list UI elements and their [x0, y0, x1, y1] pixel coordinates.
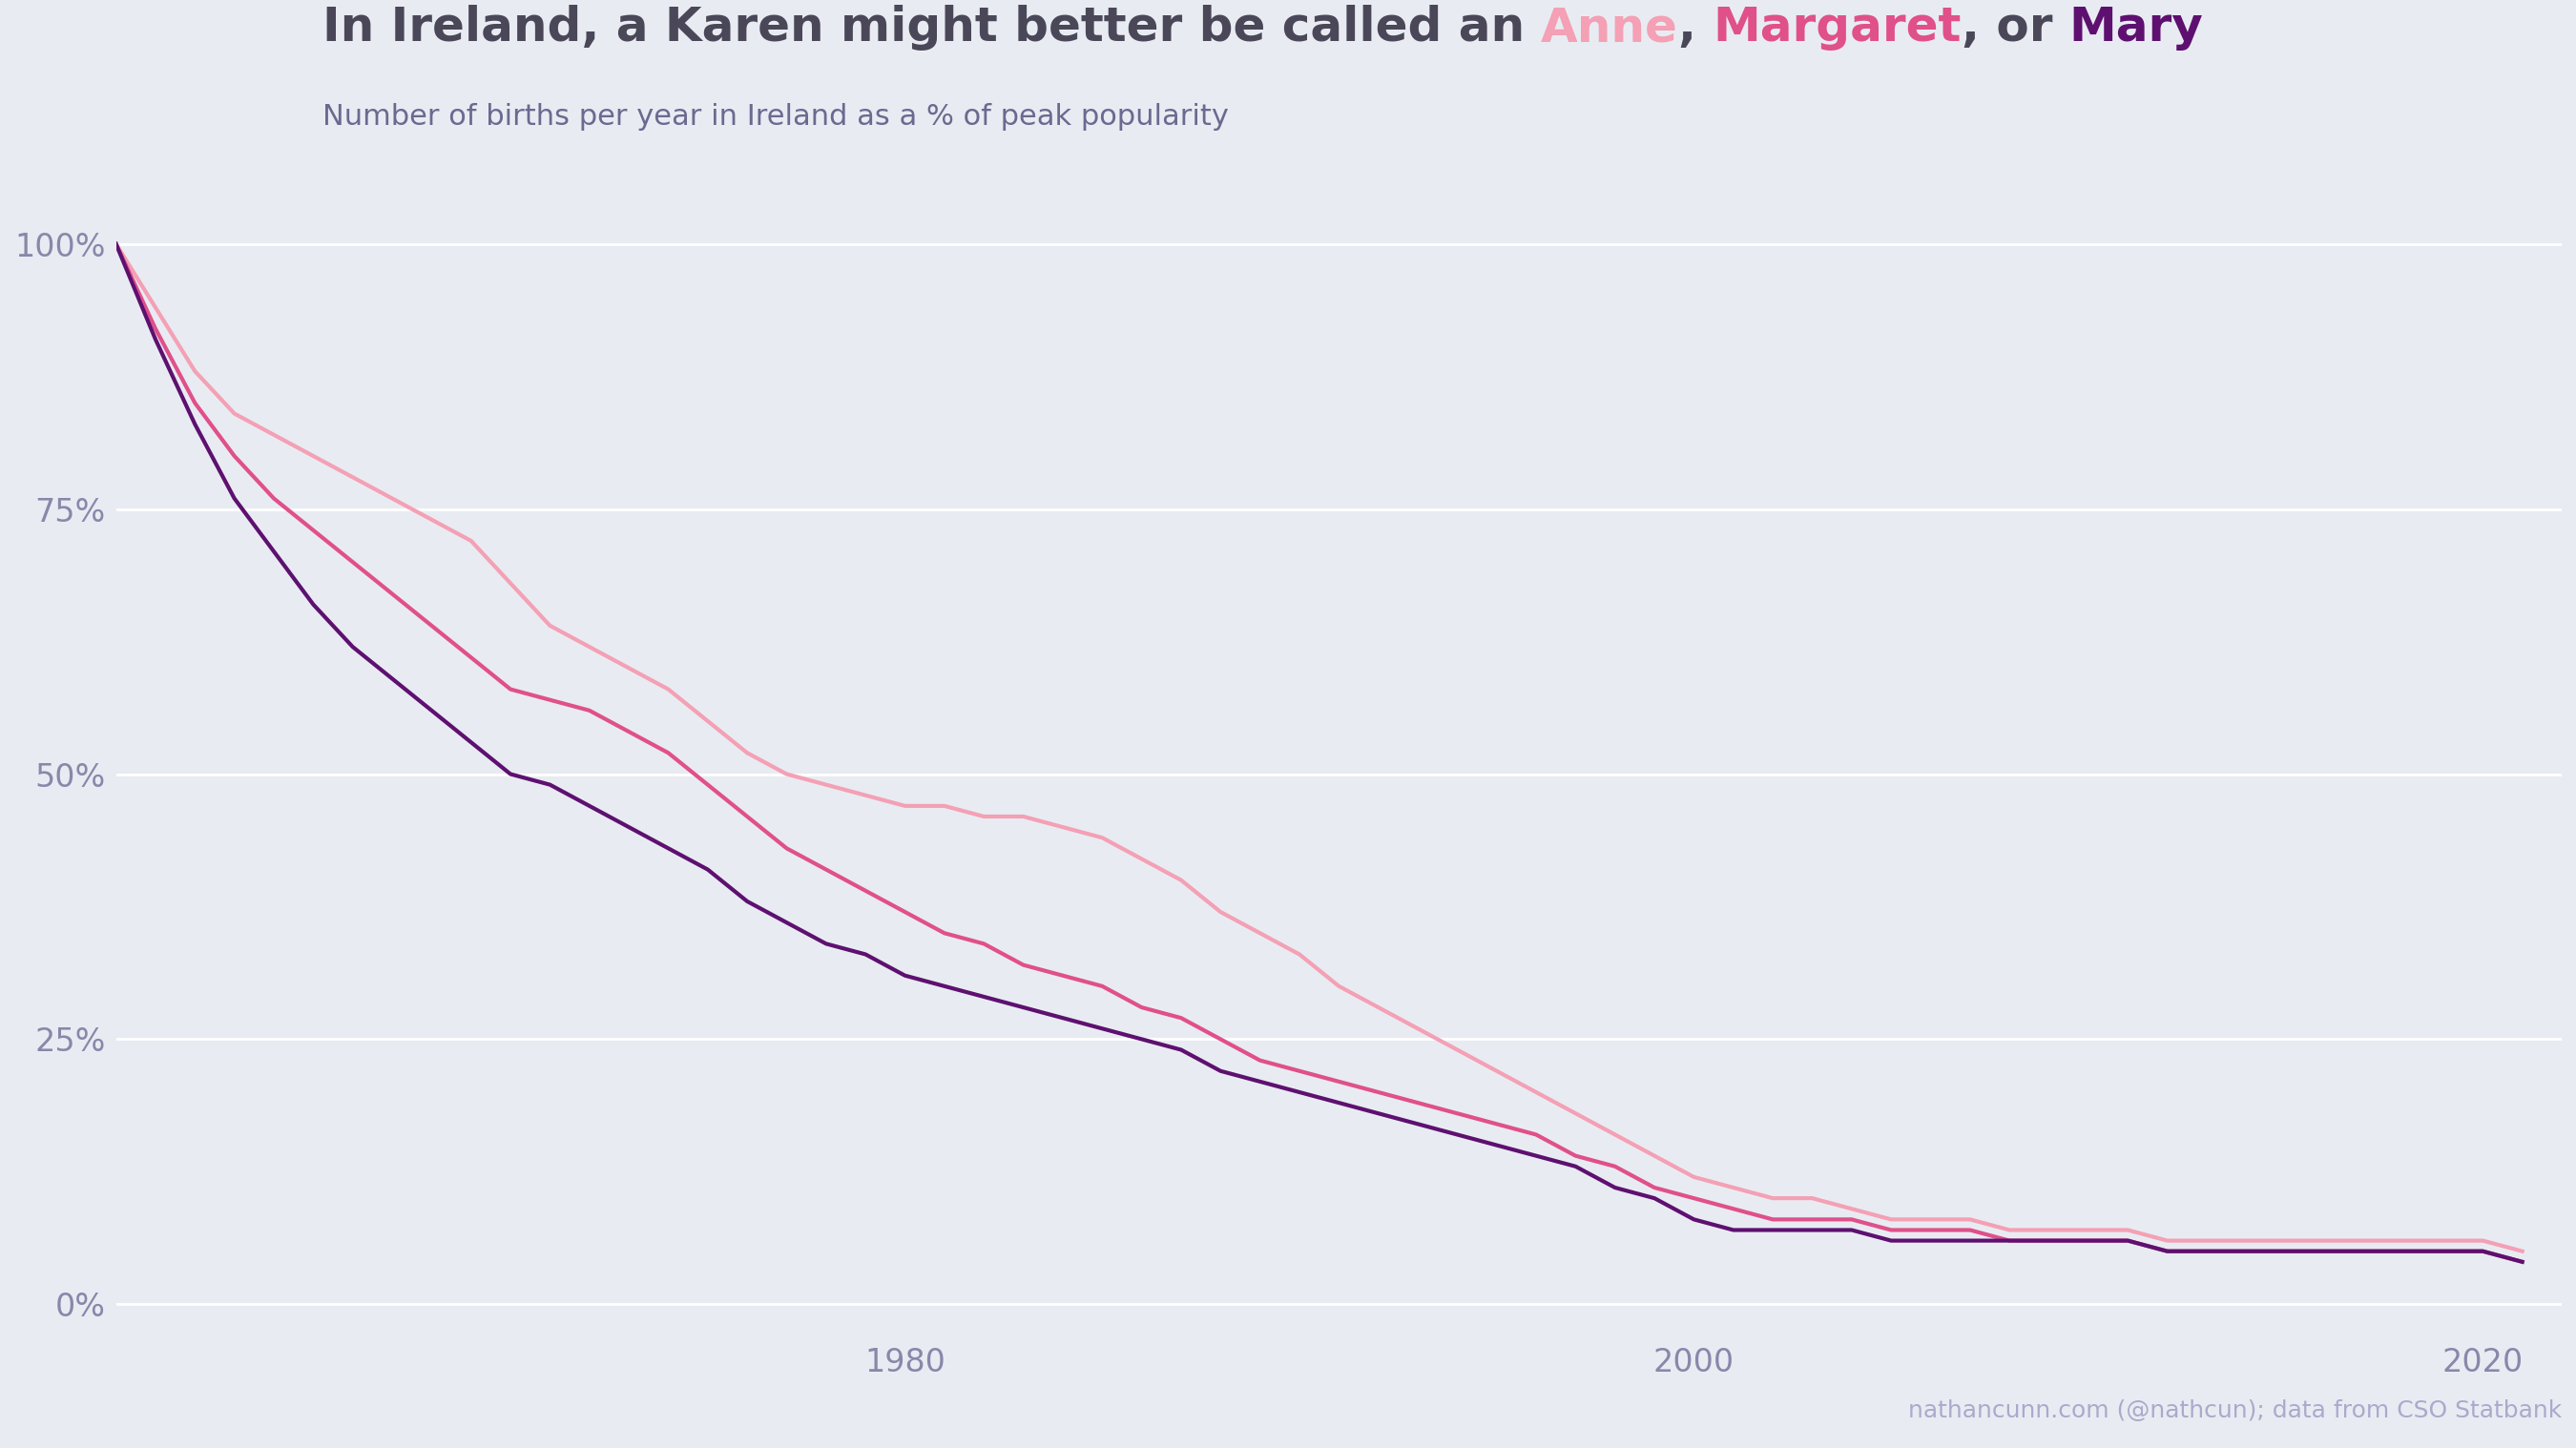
Text: Number of births per year in Ireland as a % of peak popularity: Number of births per year in Ireland as … — [322, 103, 1229, 130]
Text: , or: , or — [1960, 4, 2069, 51]
Text: Anne: Anne — [1540, 4, 1677, 51]
Text: nathancunn.com (@nathcun); data from CSO Statbank: nathancunn.com (@nathcun); data from CSO… — [1909, 1400, 2561, 1422]
Text: ,: , — [1677, 4, 1713, 51]
Text: Margaret: Margaret — [1713, 4, 1960, 51]
Text: Mary: Mary — [2069, 4, 2202, 51]
Text: In Ireland, a Karen might better be called an: In Ireland, a Karen might better be call… — [322, 4, 1540, 51]
